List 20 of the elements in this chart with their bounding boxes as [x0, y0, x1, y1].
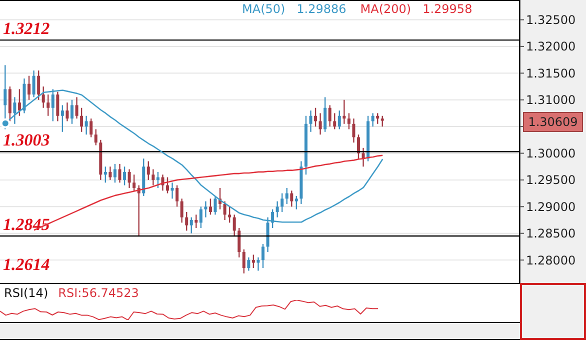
y-tick-label: 1.32500 — [526, 13, 576, 28]
y-tick-label: 1.29500 — [526, 173, 576, 188]
text: 1.30609 — [523, 112, 583, 132]
annotation: 1.2614 — [3, 255, 50, 275]
text: 1.29958 — [422, 2, 472, 16]
text: MA(200) — [360, 2, 412, 16]
y-tick-label: 1.28500 — [526, 226, 576, 241]
y-tick-label: 1.29000 — [526, 200, 576, 214]
y-tick-label: 1.30000 — [526, 146, 576, 161]
annotation: RSI:56.74523 — [58, 286, 139, 300]
ref-line-label: 1.3212 — [3, 19, 50, 38]
text: MA(50) — [242, 2, 286, 16]
chart-title: RSI(14) — [4, 286, 48, 300]
y-tick-label: 1.32000 — [526, 40, 576, 54]
y-tick-label: 1.31000 — [526, 93, 576, 108]
y-tick-label: 1.31500 — [526, 66, 576, 80]
ref-line-label: 1.2845 — [3, 215, 50, 234]
ref-line-label: 1.3003 — [3, 130, 50, 150]
annotation: 1.29886 — [296, 2, 346, 16]
y-tick-label: 1.28000 — [526, 253, 576, 268]
